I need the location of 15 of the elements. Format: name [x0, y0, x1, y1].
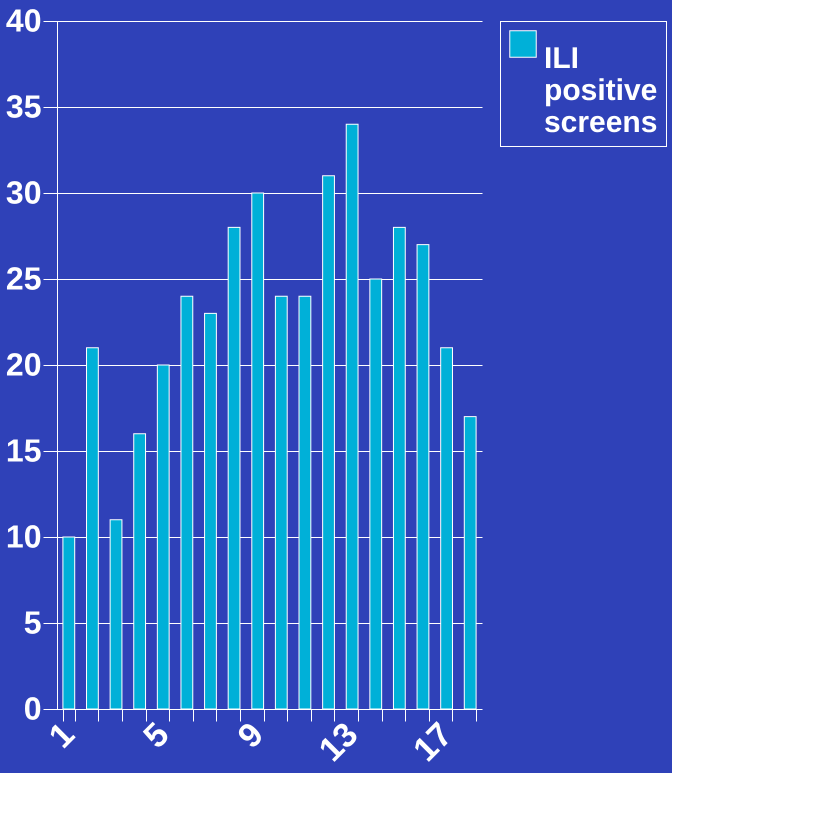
y-tick-label: 25 — [6, 260, 42, 296]
y-tick-label: 20 — [6, 346, 42, 382]
y-tick-label: 15 — [6, 432, 42, 468]
y-tick-label: 10 — [6, 518, 42, 554]
y-tick-label: 30 — [6, 174, 42, 210]
y-tick-label: 35 — [6, 88, 42, 124]
x-tick-label: 5 — [136, 715, 176, 756]
x-tick-label: 17 — [406, 715, 460, 769]
y-tick-label: 0 — [24, 690, 42, 726]
y-tick-label: 40 — [6, 2, 42, 38]
legend-label: ILI positive screens — [544, 42, 658, 139]
x-tick-label: 13 — [312, 715, 366, 769]
x-tick-label: 9 — [230, 715, 271, 756]
x-tick-label: 1 — [42, 715, 82, 756]
y-tick-label: 5 — [24, 604, 42, 640]
